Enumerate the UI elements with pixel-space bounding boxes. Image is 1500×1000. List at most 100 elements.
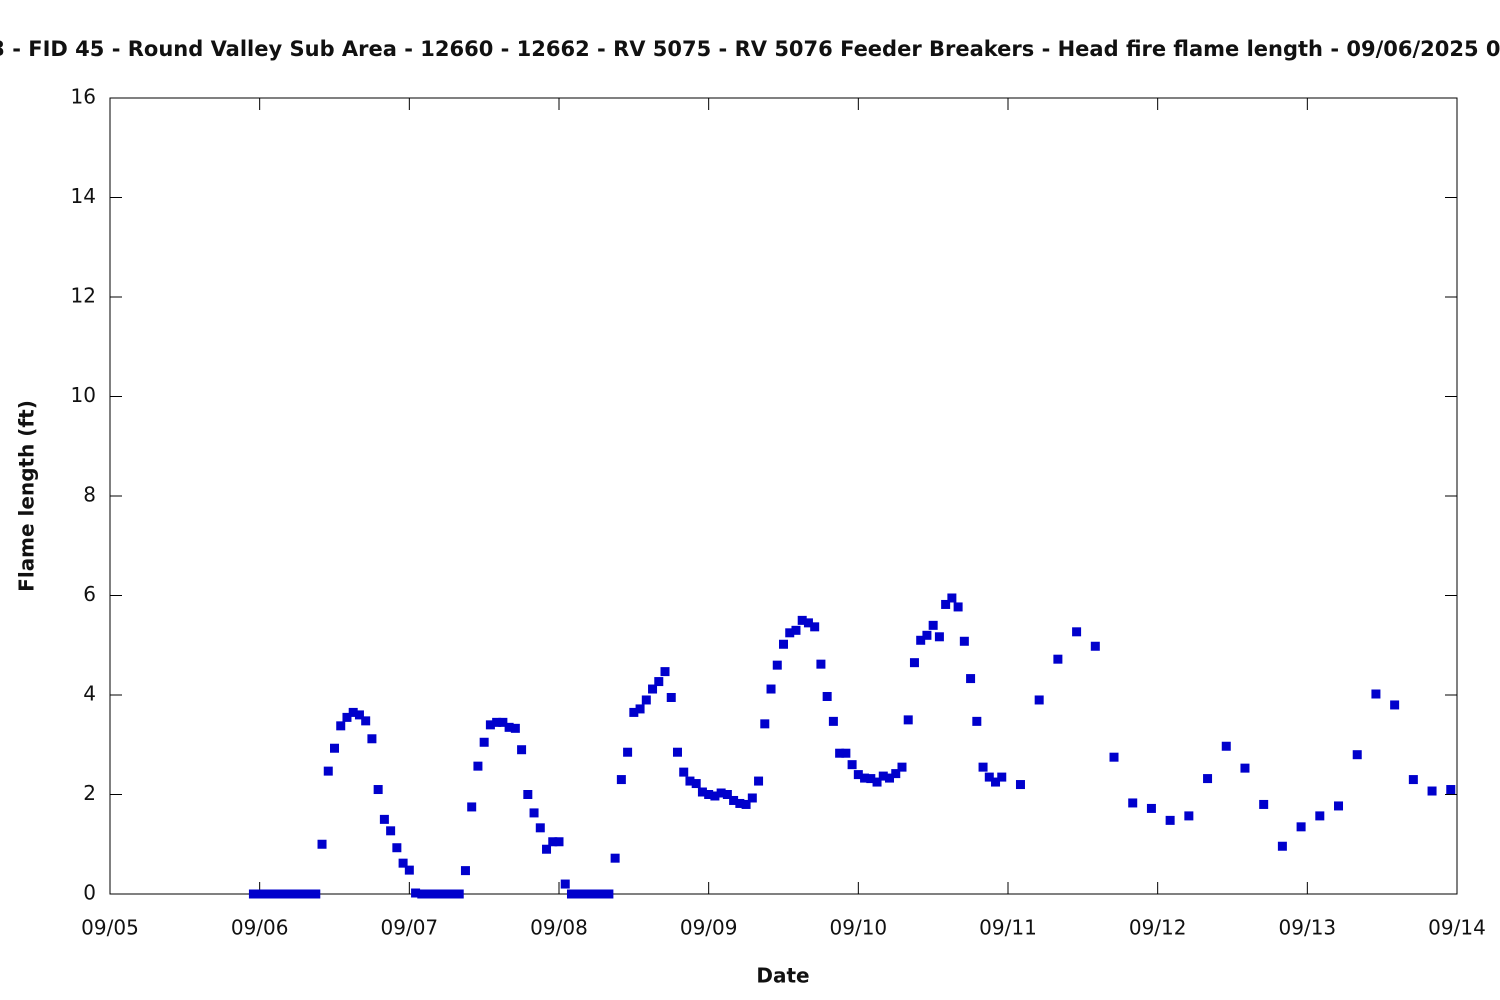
data-point (604, 889, 614, 899)
data-point (903, 715, 913, 725)
y-tick-label: 12 (71, 284, 96, 308)
data-point (330, 743, 339, 753)
data-point (1128, 798, 1138, 808)
data-point (436, 889, 446, 899)
data-point (691, 779, 701, 789)
data-point (797, 615, 807, 625)
data-point (286, 889, 296, 899)
data-point (803, 618, 813, 628)
data-point (336, 721, 346, 731)
data-point (535, 823, 545, 833)
data-point (460, 866, 470, 876)
data-point (635, 704, 645, 714)
y-tick-label: 2 (83, 781, 96, 805)
data-point (1090, 641, 1100, 651)
data-point (429, 889, 439, 899)
data-point (585, 889, 595, 899)
data-point (1034, 695, 1044, 705)
data-point (323, 766, 333, 776)
data-point (1259, 799, 1269, 809)
data-point (654, 677, 664, 687)
data-point (697, 787, 707, 797)
data-point (885, 773, 895, 783)
data-point (479, 737, 489, 747)
data-point (361, 716, 371, 726)
data-point (548, 837, 558, 847)
data-point (305, 889, 315, 899)
data-point (791, 625, 801, 635)
data-point (485, 720, 495, 730)
data-point (342, 712, 352, 722)
data-point (947, 593, 957, 603)
data-point (404, 865, 414, 875)
data-point (1184, 811, 1194, 821)
data-point (641, 695, 651, 705)
data-point (517, 745, 527, 755)
y-tick-label: 8 (83, 483, 96, 507)
data-point (785, 628, 795, 638)
y-tick-label: 16 (71, 85, 96, 109)
data-point (835, 748, 845, 758)
x-tick-label: 09/10 (830, 916, 888, 940)
data-point (1408, 775, 1418, 785)
data-point (916, 635, 926, 645)
data-point (909, 658, 919, 668)
data-point (878, 771, 888, 781)
data-point (566, 889, 576, 899)
data-point (454, 889, 464, 899)
y-tick-label: 4 (83, 682, 96, 706)
data-point (810, 622, 820, 632)
data-point (367, 734, 377, 744)
data-point (754, 776, 764, 786)
data-point (666, 692, 676, 702)
data-point (685, 776, 695, 786)
data-point (554, 837, 564, 847)
data-point (672, 747, 682, 757)
data-point (610, 853, 620, 863)
data-point (779, 639, 788, 649)
data-point (891, 769, 901, 779)
data-point (273, 889, 283, 899)
x-tick-label: 09/08 (530, 916, 588, 940)
data-point (997, 772, 1007, 782)
data-point (510, 723, 520, 733)
data-point (1371, 689, 1381, 699)
data-point (473, 761, 483, 771)
data-point (959, 636, 969, 646)
x-tick-label: 09/06 (231, 916, 289, 940)
data-point (317, 839, 327, 849)
data-point (648, 684, 658, 694)
data-point (1165, 815, 1175, 825)
data-point (504, 722, 514, 732)
data-point (772, 660, 782, 670)
data-point (411, 888, 421, 898)
data-point (417, 889, 427, 899)
data-point (984, 772, 994, 782)
data-point (1240, 763, 1250, 773)
data-point (398, 858, 408, 868)
data-point (1315, 811, 1325, 821)
data-point (261, 889, 271, 899)
y-tick-label: 10 (71, 383, 96, 407)
data-point (292, 889, 302, 899)
data-point (298, 889, 308, 899)
data-point (1221, 741, 1231, 751)
data-point (860, 773, 870, 783)
x-tick-label: 09/07 (381, 916, 439, 940)
y-axis-label: Flame length (ft) (15, 400, 39, 592)
x-axis-label: Date (756, 964, 809, 988)
data-point (872, 777, 882, 787)
data-point (386, 826, 396, 836)
data-point (542, 844, 552, 854)
data-point (392, 843, 402, 853)
plot-frame (109, 97, 1458, 895)
data-point (1146, 803, 1156, 813)
data-point (966, 674, 976, 684)
data-point (991, 777, 1001, 787)
data-point (1109, 752, 1119, 762)
data-point (866, 774, 876, 784)
data-point (248, 889, 258, 899)
data-point (735, 798, 745, 808)
